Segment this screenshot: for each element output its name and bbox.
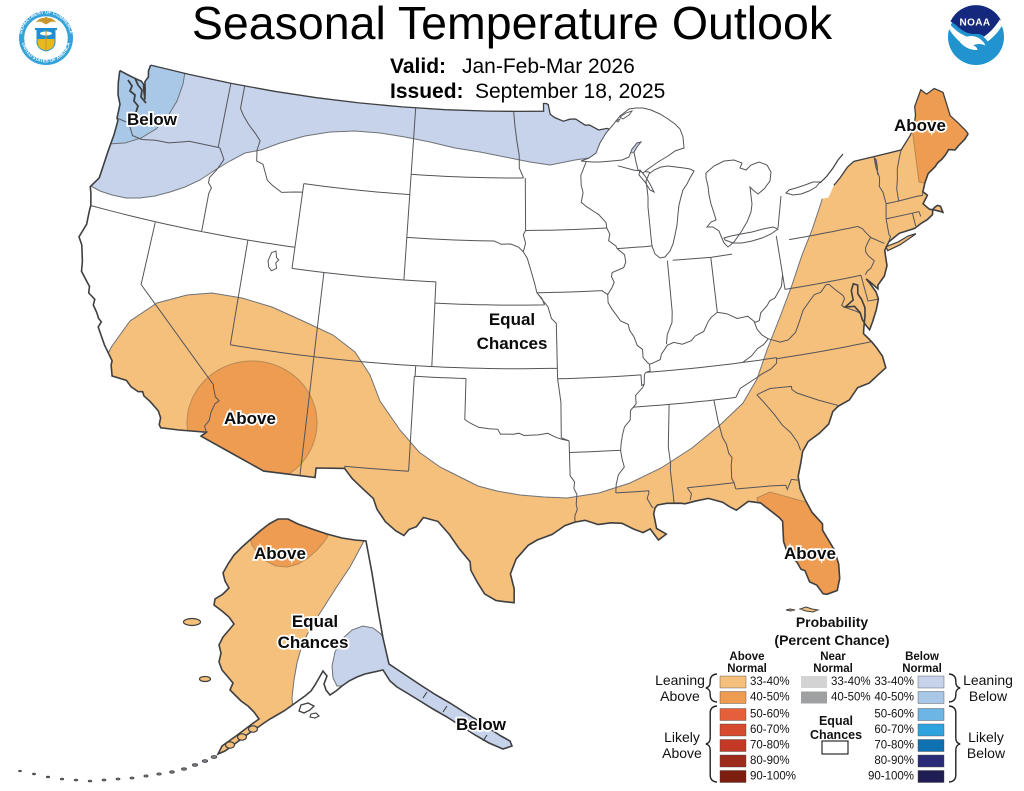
svg-text:Leaning: Leaning [655,672,705,688]
svg-text:Equal: Equal [819,714,853,728]
svg-text:Chances: Chances [278,633,349,652]
svg-text:Equal: Equal [292,612,338,631]
svg-text:80-90%: 80-90% [750,755,790,767]
svg-text:September 18, 2025: September 18, 2025 [475,80,665,103]
svg-text:Below: Below [967,745,1006,761]
svg-text:70-80%: 70-80% [874,740,914,752]
svg-text:33-40%: 33-40% [750,676,790,688]
svg-text:Likely: Likely [664,729,700,745]
svg-text:Probability: Probability [796,614,869,630]
svg-text:60-70%: 60-70% [874,724,914,736]
svg-text:Above: Above [729,651,764,663]
svg-text:80-90%: 80-90% [874,755,914,767]
svg-text:Above: Above [224,409,276,428]
svg-text:50-60%: 50-60% [874,709,914,721]
svg-text:Near: Near [820,651,846,663]
svg-text:Below: Below [456,715,507,734]
svg-text:Below: Below [905,651,939,663]
svg-text:33-40%: 33-40% [874,676,914,688]
svg-text:Normal: Normal [813,663,853,675]
svg-text:33-40%: 33-40% [831,676,871,688]
svg-text:Chances: Chances [477,334,548,353]
svg-text:60-70%: 60-70% [750,724,790,736]
svg-text:Leaning: Leaning [963,672,1013,688]
svg-text:40-50%: 40-50% [750,692,790,704]
svg-text:Above: Above [784,544,836,563]
svg-text:90-100%: 90-100% [750,771,796,783]
svg-text:90-100%: 90-100% [868,771,914,783]
svg-text:Valid:: Valid: [390,55,446,78]
svg-text:(Percent Chance): (Percent Chance) [774,632,889,648]
svg-text:Normal: Normal [727,663,767,675]
svg-text:Jan-Feb-Mar 2026: Jan-Feb-Mar 2026 [462,55,635,78]
svg-text:Issued:: Issued: [390,80,464,103]
svg-text:Above: Above [662,745,702,761]
svg-text:40-50%: 40-50% [874,692,914,704]
svg-text:Normal: Normal [902,663,942,675]
svg-text:NOAA: NOAA [959,18,990,29]
svg-text:40-50%: 40-50% [831,692,871,704]
svg-text:Likely: Likely [968,729,1004,745]
svg-text:Chances: Chances [810,728,862,742]
svg-text:Above: Above [894,116,946,135]
svg-text:Seasonal Temperature Outlook: Seasonal Temperature Outlook [192,0,833,49]
svg-text:Above: Above [254,544,306,563]
svg-text:70-80%: 70-80% [750,740,790,752]
svg-text:Below: Below [127,110,178,129]
svg-text:50-60%: 50-60% [750,709,790,721]
svg-text:Equal: Equal [489,310,535,329]
svg-text:Below: Below [969,688,1008,704]
svg-text:Above: Above [660,688,700,704]
